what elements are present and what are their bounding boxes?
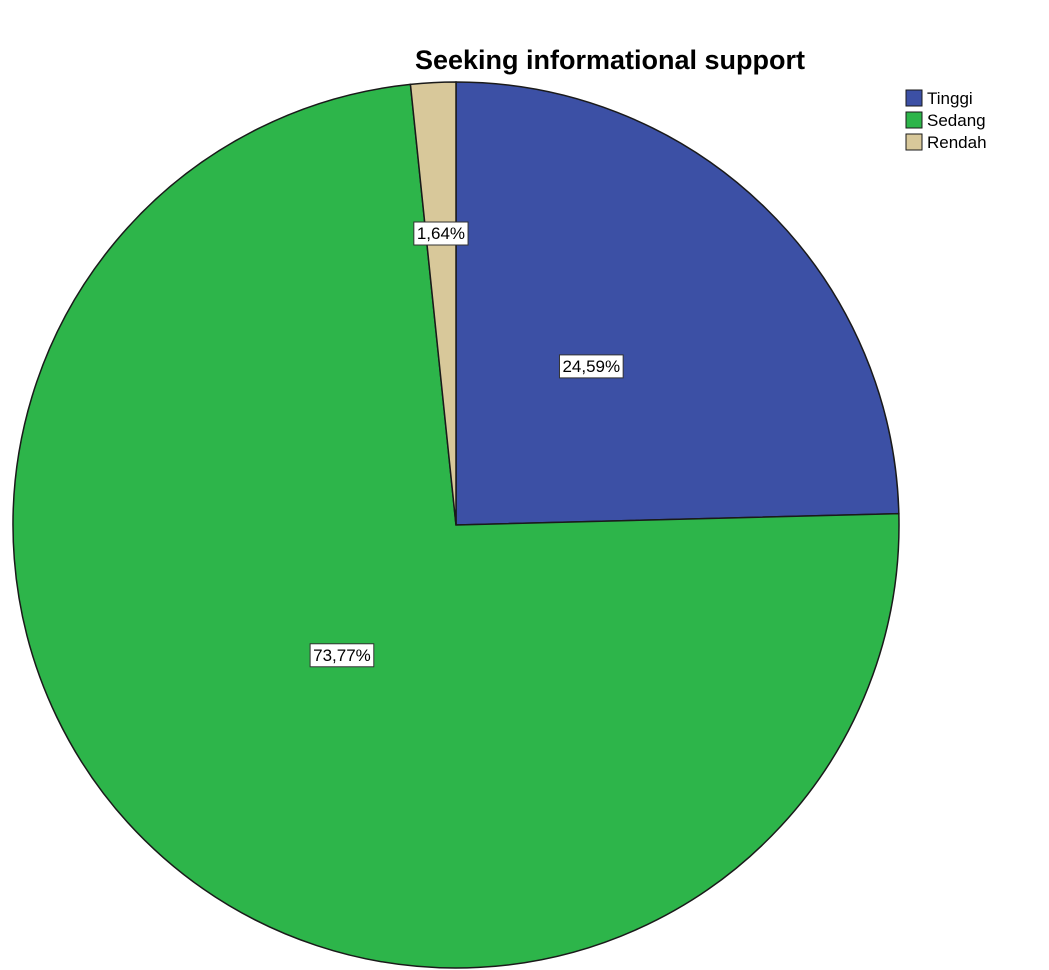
pie-slices (12, 81, 900, 969)
pie-slice-rendah (409, 81, 457, 526)
legend-item-sedang: Sedang (905, 111, 986, 130)
data-label-box (413, 221, 469, 246)
legend-swatch (905, 111, 923, 129)
chart-title: Seeking informational support (415, 45, 805, 75)
data-label-box (558, 354, 624, 379)
data-labels: 24,59% 73,77% 1,64% (309, 221, 624, 668)
legend-label: Tinggi (927, 89, 973, 108)
data-label-tinggi: 24,59% (558, 354, 624, 379)
data-label-text: 1,64% (417, 224, 465, 243)
legend-label: Sedang (927, 111, 986, 130)
data-label-rendah: 1,64% (413, 221, 469, 246)
legend-label: Rendah (927, 133, 987, 152)
data-label-text: 73,77% (313, 646, 371, 665)
data-label-sedang: 73,77% (309, 643, 375, 668)
pie-slice-sedang (12, 83, 900, 969)
data-label-box (309, 643, 375, 668)
legend: Tinggi Sedang Rendah (905, 89, 987, 152)
pie-slice-tinggi (455, 81, 900, 526)
data-label-text: 24,59% (562, 357, 620, 376)
legend-item-tinggi: Tinggi (905, 89, 973, 108)
legend-swatch (905, 89, 923, 107)
legend-swatch (905, 133, 923, 151)
legend-item-rendah: Rendah (905, 133, 987, 152)
